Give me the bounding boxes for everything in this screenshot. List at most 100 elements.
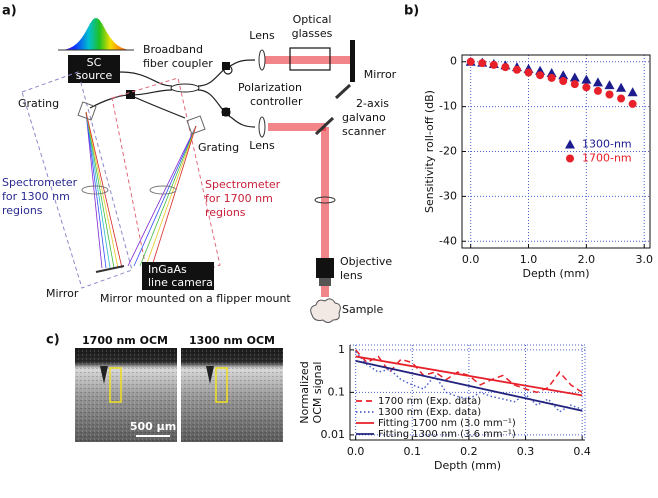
x-tick-label: 0.1: [404, 445, 422, 458]
label: scanner: [342, 125, 386, 138]
label: for 1300 nm: [2, 190, 70, 203]
label: Objective: [340, 255, 392, 268]
lens: [258, 49, 266, 71]
coupler: [170, 83, 200, 93]
label: Optical: [293, 13, 332, 26]
marker: [489, 60, 498, 69]
y-tick-label: -30: [439, 189, 457, 202]
legend-marker: [566, 154, 574, 163]
lens: [81, 185, 109, 195]
spectrometer-1300-frame: [21, 71, 133, 289]
marker: [604, 80, 615, 90]
roi: [215, 367, 228, 403]
marker: [569, 72, 580, 82]
lens: [258, 116, 266, 138]
chart: 0.0 0.1 0.2 0.3 0.4 0.01 0.1 1 Depth (mm) Normali…: [298, 343, 591, 472]
paddle: [222, 108, 230, 116]
legend-label: 1700-nm: [582, 152, 632, 165]
paddle: [222, 62, 230, 70]
spectrum: [60, 18, 132, 50]
label: galvano: [342, 111, 386, 124]
legend-label: Fitting 1700 nm (3.0 mm⁻¹): [378, 418, 516, 429]
y-tick-label: -20: [439, 145, 457, 158]
y-tick-label: 1: [338, 343, 345, 356]
y-axis-label: Normalized: [298, 361, 311, 423]
label: Grating: [198, 141, 239, 154]
grating: [186, 115, 206, 135]
marker: [581, 74, 592, 84]
marker: [512, 65, 521, 74]
legend-label: Fitting 1300 nm (3.6 mm⁻¹): [378, 429, 516, 440]
y-tick-label: 0: [450, 55, 457, 68]
sc-source-box: [68, 55, 120, 83]
marker: [617, 94, 626, 103]
y-axis-label: Sensitivity roll-off (dB): [423, 90, 436, 213]
marker: [536, 71, 545, 80]
legend-label: 1300 nm (Exp. data): [378, 407, 481, 418]
marker: [558, 70, 569, 80]
sample: [310, 298, 341, 323]
x-tick-label: 3.0: [635, 253, 653, 266]
legend-marker: [565, 139, 575, 149]
label: Spectrometer: [2, 176, 78, 189]
marker: [501, 63, 510, 72]
setup-diagram: SC source Broadband fiber coupler Lens O…: [2, 13, 397, 323]
line: [355, 360, 583, 412]
beam: [262, 56, 350, 64]
roi: [109, 367, 122, 403]
marker: [592, 77, 603, 87]
ocm-noise: [75, 348, 177, 442]
marker: [593, 86, 602, 95]
y-tick-label: -40: [439, 234, 457, 247]
x-tick-label: 0.0: [347, 445, 365, 458]
mirror: [95, 265, 125, 273]
marker: [627, 87, 638, 97]
x-tick-label: 2.0: [578, 253, 596, 266]
glasses-box: [289, 47, 331, 71]
label: InGaAs: [148, 263, 187, 276]
objective: [316, 258, 334, 278]
camera-box: [142, 262, 214, 290]
marker: [478, 59, 487, 68]
objective: [319, 278, 331, 286]
lens: [314, 196, 336, 204]
label: Lens: [249, 29, 275, 42]
beam: [268, 123, 326, 131]
legend-label: 1700 nm (Exp. data): [378, 396, 481, 407]
label: 2-axis: [356, 97, 389, 110]
scale-label: 500 µm: [130, 420, 176, 433]
label: glasses: [292, 27, 333, 40]
grating: [77, 101, 97, 121]
lens: [149, 185, 177, 195]
label: for 1700 nm: [205, 192, 273, 205]
marker: [546, 67, 557, 77]
label: Broadband: [143, 43, 203, 56]
chart: 0.0 1.0 2.0 3.0 0 -10 -20 -30 -40 Depth (mm) Sensi…: [423, 54, 653, 280]
panel-label: a): [2, 4, 17, 19]
marker: [524, 68, 533, 77]
marker: [616, 82, 627, 92]
x-tick-label: 0.2: [460, 445, 478, 458]
collimator: [126, 90, 135, 99]
marker: [559, 77, 568, 86]
marker: [605, 90, 614, 99]
marker: [628, 99, 637, 108]
label: Polarization: [238, 81, 302, 94]
label: Grating: [18, 97, 59, 110]
image-label: 1300 nm OCM: [189, 334, 275, 347]
galvo-mirror: [314, 116, 335, 136]
panel-label: c): [46, 333, 60, 348]
label: fiber coupler: [143, 57, 213, 70]
panel-label: b): [404, 4, 419, 19]
y-axis-label: OCM signal: [311, 362, 324, 424]
line: [355, 355, 583, 397]
ocm-noise: [181, 348, 283, 442]
ray-fan: [85, 111, 197, 269]
label: SC: [87, 56, 102, 69]
y-tick-label: -10: [439, 100, 457, 113]
label: regions: [2, 204, 43, 217]
vessel: [206, 366, 214, 384]
marker: [570, 80, 579, 89]
x-tick-label: 1.0: [520, 253, 538, 266]
